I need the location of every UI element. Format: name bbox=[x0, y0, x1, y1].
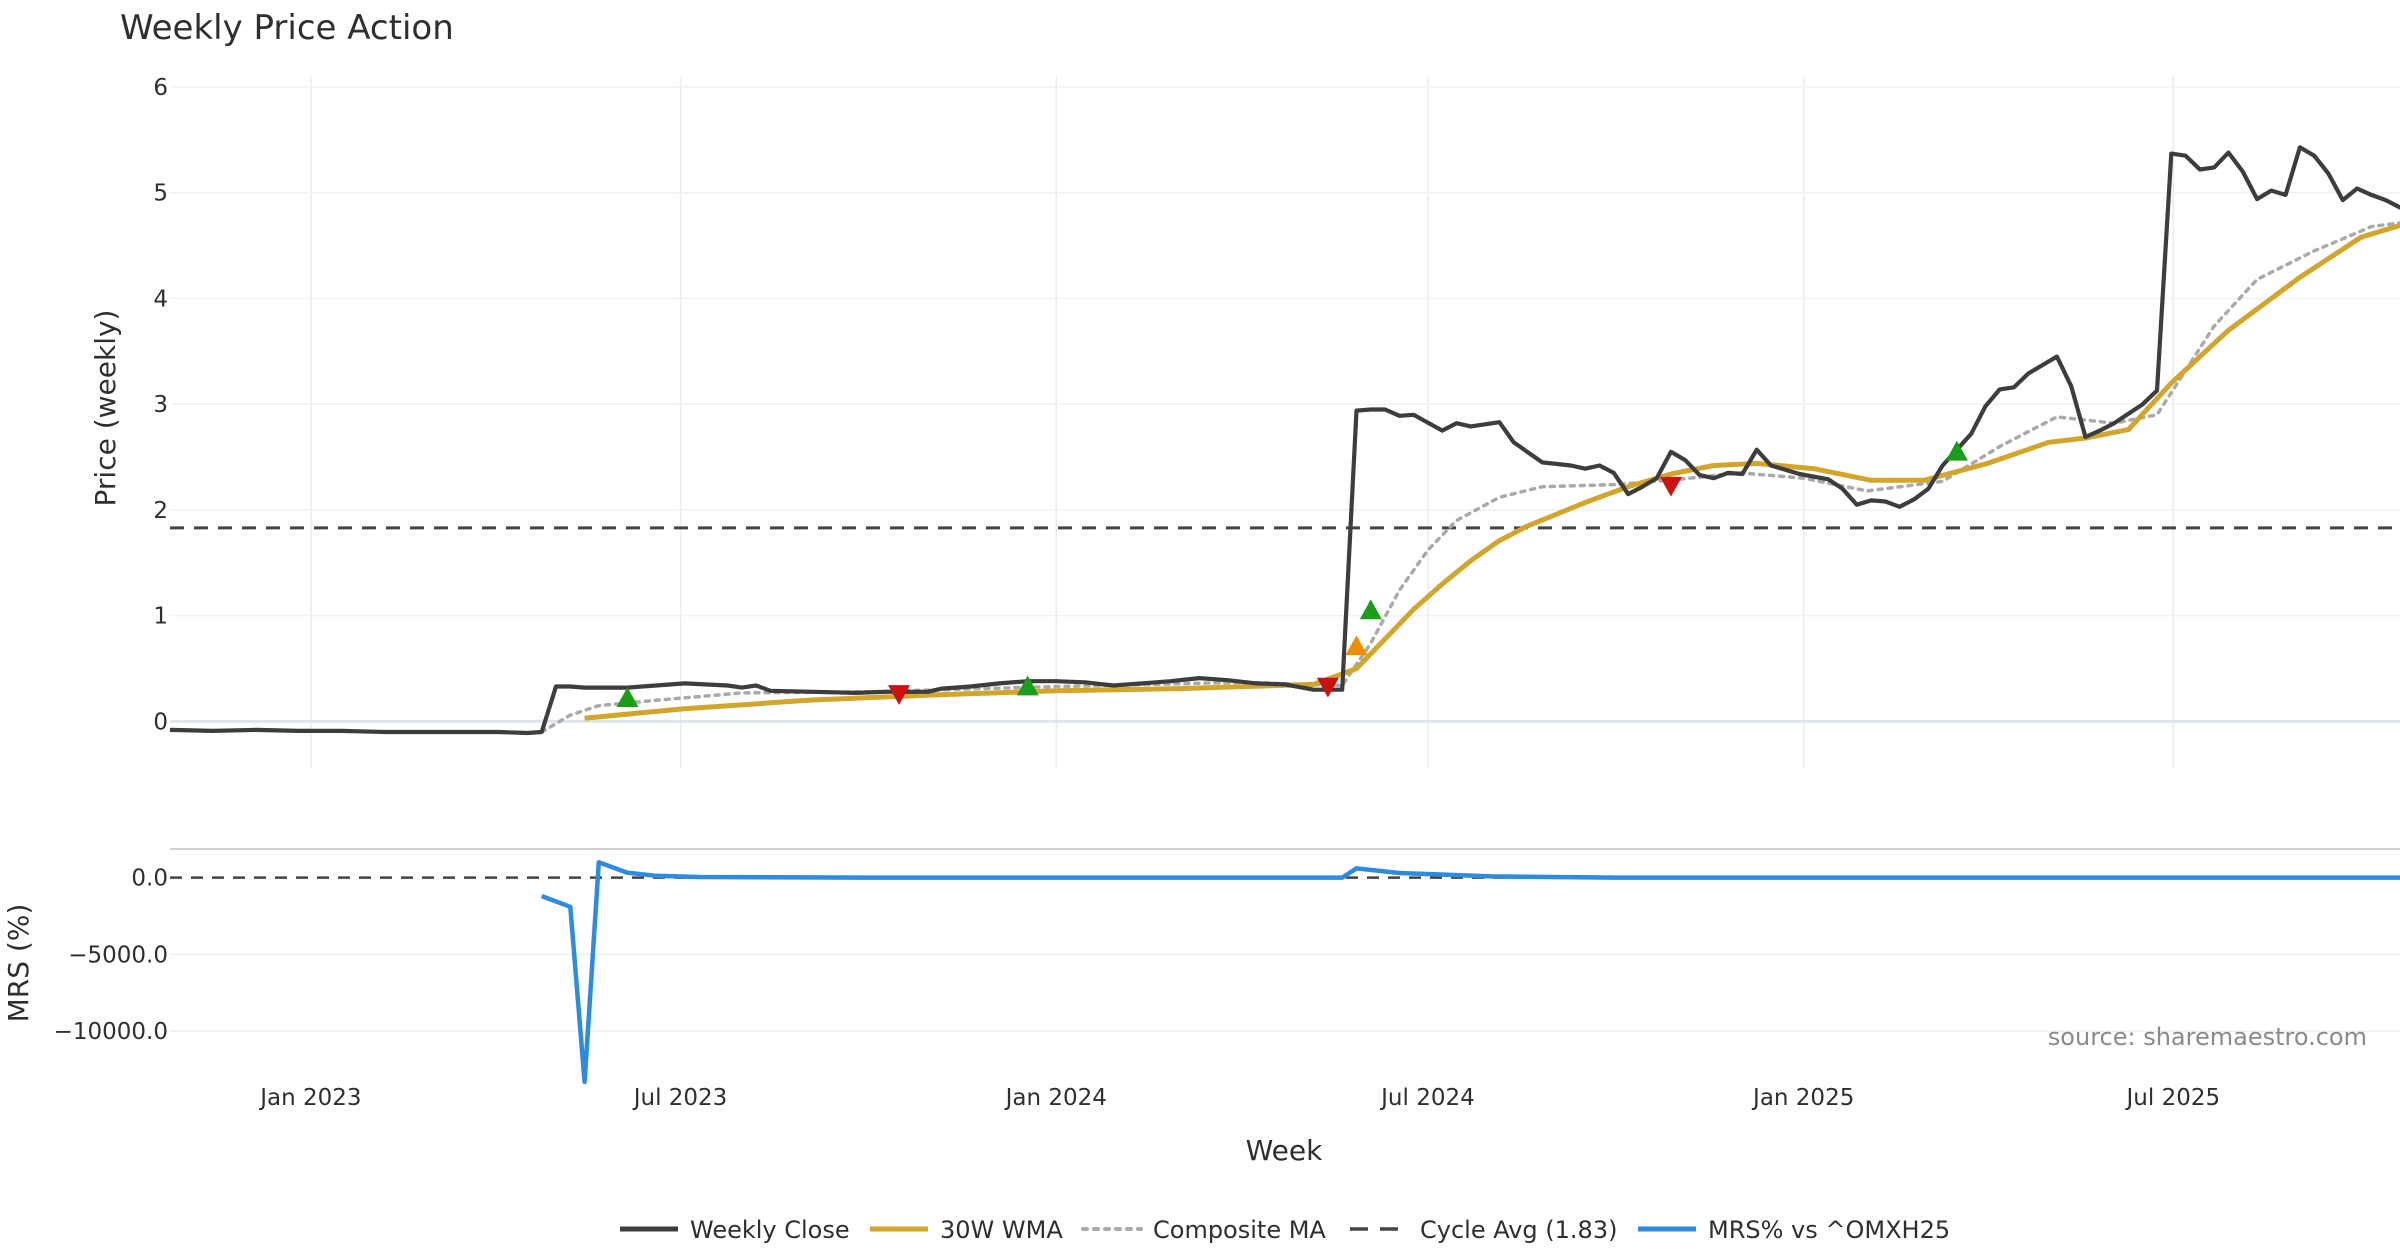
price-y-tick-label: 4 bbox=[153, 286, 168, 312]
mrs-y-tick-label: −10000.0 bbox=[54, 1019, 168, 1045]
price-gridlines bbox=[170, 77, 2400, 769]
price-y-tick-label: 2 bbox=[153, 498, 168, 524]
legend-item: 30W WMA bbox=[870, 1216, 1063, 1244]
sell-signal-marker bbox=[1316, 677, 1339, 698]
x-tick-label: Jan 2024 bbox=[1004, 1085, 1107, 1111]
x-tick-label: Jul 2024 bbox=[1379, 1085, 1475, 1111]
price-y-tick-label: 0 bbox=[153, 709, 168, 735]
x-tick-label: Jul 2025 bbox=[2125, 1085, 2221, 1111]
buy-signal-marker bbox=[1945, 440, 1968, 461]
price-y-tick-label: 6 bbox=[153, 75, 168, 101]
buy-signal-marker bbox=[1016, 675, 1039, 696]
mrs-y-axis-label: MRS (%) bbox=[2, 904, 35, 1023]
price-series-group bbox=[169, 145, 2400, 736]
buy-signal-marker bbox=[1359, 599, 1382, 620]
mrs-series-group bbox=[540, 860, 2400, 1085]
legend: Weekly Close 30W WMA Composite MA Cycle Avg… bbox=[620, 1216, 1950, 1244]
x-tick-label: Jan 2023 bbox=[258, 1085, 361, 1111]
series-line-composite-ma bbox=[539, 221, 2400, 734]
price-y-tick-label: 3 bbox=[153, 392, 168, 418]
legend-item: Weekly Close bbox=[620, 1216, 850, 1244]
series-line-weekly-close bbox=[169, 145, 2400, 736]
mrs-panel: 0.0 −5000.0 −10000.0 MRS (%) source: share… bbox=[2, 848, 2400, 1085]
legend-label: 30W WMA bbox=[940, 1216, 1063, 1244]
caution-signal-marker bbox=[1345, 635, 1368, 656]
mrs-y-tick-label: −5000.0 bbox=[68, 942, 168, 968]
series-line-30w-wma bbox=[584, 222, 2400, 721]
legend-item: MRS% vs ^OMXH25 bbox=[1638, 1216, 1950, 1244]
x-axis-ticks: Jan 2023 Jul 2023 Jan 2024 Jul 2024 Jan 2025… bbox=[258, 1085, 2220, 1111]
signal-markers bbox=[616, 440, 1968, 707]
chart-title: Weekly Price Action bbox=[120, 8, 454, 48]
mrs-y-ticks: 0.0 −5000.0 −10000.0 bbox=[54, 866, 168, 1046]
source-credit: source: sharemaestro.com bbox=[2048, 1023, 2367, 1051]
legend-item: Composite MA bbox=[1081, 1216, 1326, 1244]
price-y-axis-label: Price (weekly) bbox=[89, 310, 122, 507]
price-y-tick-label: 5 bbox=[153, 181, 168, 207]
x-tick-label: Jan 2025 bbox=[1751, 1085, 1854, 1111]
price-panel: 0 1 2 3 4 5 6 Price (weekly) bbox=[89, 75, 2400, 769]
legend-label: Cycle Avg (1.83) bbox=[1420, 1216, 1617, 1244]
price-y-ticks: 0 1 2 3 4 5 6 bbox=[153, 75, 168, 735]
sell-signal-marker bbox=[888, 685, 911, 705]
series-line-mrs bbox=[540, 860, 2400, 1085]
legend-label: Composite MA bbox=[1153, 1216, 1326, 1244]
x-axis-label: Week bbox=[1246, 1134, 1323, 1167]
x-tick-label: Jul 2023 bbox=[632, 1085, 728, 1111]
sell-signal-marker bbox=[1659, 476, 1682, 497]
legend-item: Cycle Avg (1.83) bbox=[1350, 1216, 1617, 1244]
price-y-tick-label: 1 bbox=[153, 604, 168, 630]
buy-signal-marker bbox=[616, 687, 639, 707]
legend-label: Weekly Close bbox=[690, 1216, 850, 1244]
mrs-y-tick-label: 0.0 bbox=[131, 866, 168, 892]
legend-label: MRS% vs ^OMXH25 bbox=[1708, 1216, 1950, 1244]
